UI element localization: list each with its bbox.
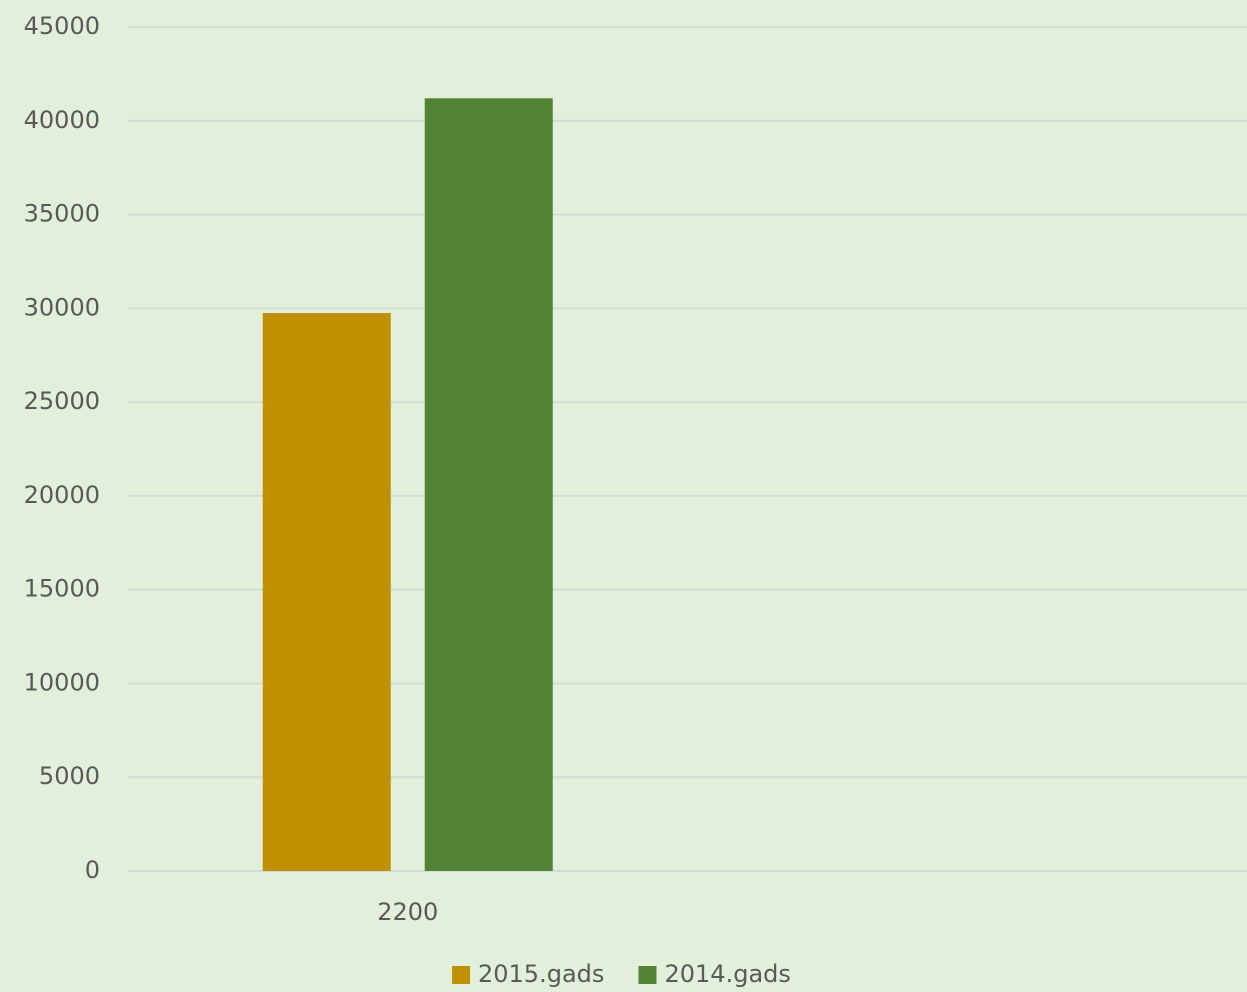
legend-label: 2015.gads xyxy=(478,960,604,988)
y-tick-label: 45000 xyxy=(24,12,100,40)
x-tick-label: 2200 xyxy=(377,898,438,926)
legend-swatch xyxy=(452,966,470,984)
y-tick-label: 25000 xyxy=(24,387,100,415)
bar xyxy=(262,313,391,871)
y-tick-label: 30000 xyxy=(24,293,100,321)
y-tick-label: 0 xyxy=(85,856,100,884)
y-tick-label: 10000 xyxy=(24,668,100,696)
y-tick-label: 35000 xyxy=(24,200,100,228)
legend-swatch xyxy=(638,966,657,984)
y-tick-label: 5000 xyxy=(39,762,100,790)
bar xyxy=(424,98,553,871)
y-tick-label: 40000 xyxy=(24,106,100,134)
y-tick-label: 20000 xyxy=(24,481,100,509)
legend-label: 2014.gads xyxy=(665,960,791,988)
y-tick-label: 15000 xyxy=(24,575,100,603)
